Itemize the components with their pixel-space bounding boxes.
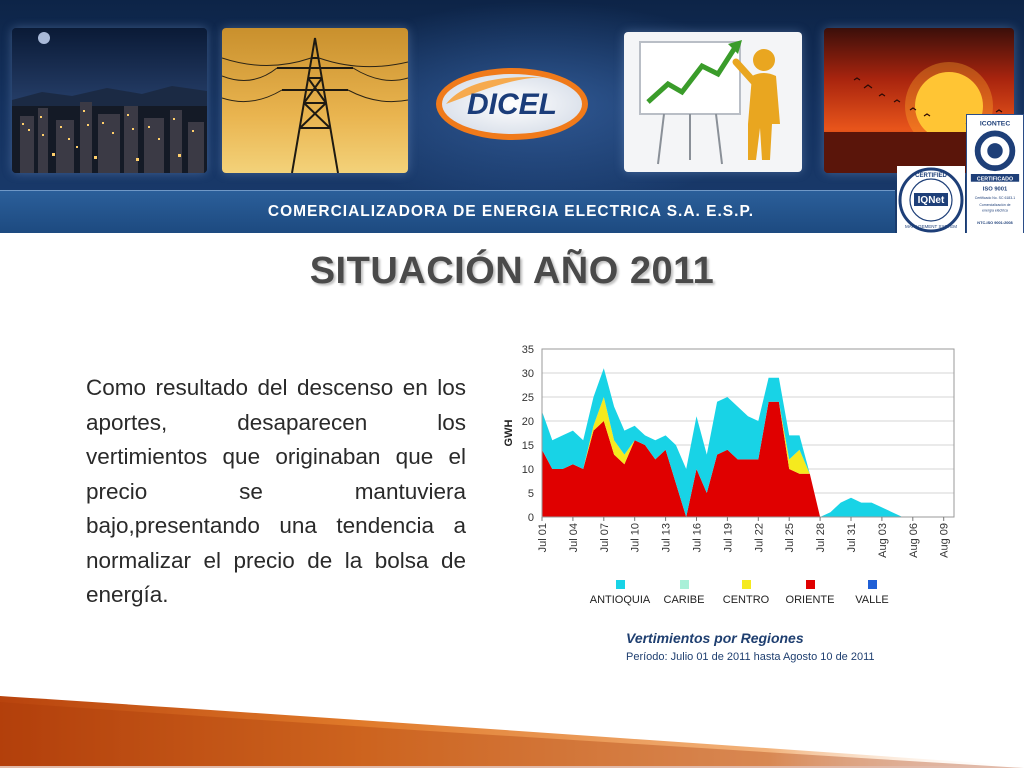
legend-label-antioquia: ANTIOQUIA [590, 594, 651, 606]
x-tick-label: Jul 13 [661, 523, 673, 552]
legend-label-centro: CENTRO [723, 594, 770, 606]
footer-swoosh [0, 680, 1024, 768]
series-area-antioquia [542, 368, 954, 517]
svg-text:ISO 9001: ISO 9001 [983, 186, 1008, 192]
presenter-chart-photo [624, 32, 802, 172]
legend-swatch-centro [742, 580, 751, 589]
legend-swatch-antioquia [616, 580, 625, 589]
company-tagline: COMERCIALIZADORA DE ENERGIA ELECTRICA S.… [0, 203, 1024, 221]
series-area-centro [542, 397, 954, 517]
x-tick-label: Jul 22 [753, 523, 765, 552]
chart-caption-subtitle: Período: Julio 01 de 2011 hasta Agosto 1… [626, 651, 875, 663]
page-title: SITUACIÓN AÑO 2011 [309, 250, 715, 292]
x-tick-label: Jul 28 [815, 523, 827, 552]
y-tick-label: 15 [522, 440, 534, 452]
y-tick-label: 10 [522, 464, 534, 476]
legend-swatch-oriente [806, 580, 815, 589]
y-tick-label: 0 [528, 512, 534, 524]
legend-label-caribe: CARIBE [664, 594, 705, 606]
x-tick-label: Aug 06 [908, 523, 920, 558]
series-area-oriente [542, 401, 954, 517]
svg-text:MANAGEMENT SYSTEM: MANAGEMENT SYSTEM [905, 224, 957, 229]
iqnet-certification-seal: CERTIFIED IQNet MANAGEMENT SYSTEM [897, 166, 965, 233]
x-tick-label: Jul 10 [630, 523, 642, 552]
y-tick-label: 5 [528, 488, 534, 500]
legend-label-oriente: ORIENTE [786, 594, 835, 606]
transmission-tower-photo [222, 28, 408, 173]
vertimientos-chart: 0 5 10 15 20 25 30 35 Jul 01 Jul 04 Jul 07 Jul 10 Ju… [498, 336, 968, 614]
plot-border [541, 348, 955, 518]
chart-caption-title: Vertimientos por Regiones [626, 630, 804, 646]
x-tick-label: Aug 09 [939, 523, 951, 558]
svg-text:energía eléctrica: energía eléctrica [982, 209, 1008, 213]
svg-text:CERTIFIED: CERTIFIED [915, 173, 947, 179]
body-paragraph: Como resultado del descenso en los aport… [86, 375, 466, 607]
y-tick-label: 25 [522, 392, 534, 404]
x-tick-label: Jul 01 [537, 523, 549, 552]
header-banner: DICEL [0, 0, 1024, 233]
x-tick-label: Jul 16 [692, 523, 704, 552]
dicel-logo: DICEL [432, 64, 592, 144]
tagline-bar [0, 190, 895, 233]
y-tick-label: 35 [522, 344, 534, 356]
chart-svg: 0 5 10 15 20 25 30 35 Jul 01 Jul 04 Jul 07 Jul 10 Ju… [503, 344, 955, 606]
legend-swatch-caribe [680, 580, 689, 589]
x-tick-label: Jul 19 [722, 523, 734, 552]
x-tick-label: Jul 31 [846, 523, 858, 552]
x-tick-label: Jul 07 [599, 523, 611, 552]
icontec-certification-seal: ICONTEC CERTIFICADO ISO 9001 Certificado… [966, 114, 1024, 233]
x-tick-label: Jul 25 [784, 523, 796, 552]
svg-text:Comercialización de: Comercialización de [979, 203, 1010, 207]
y-tick-label: 20 [522, 416, 534, 428]
svg-text:Certificado No. SC 6183-1: Certificado No. SC 6183-1 [975, 196, 1016, 200]
svg-text:CERTIFICADO: CERTIFICADO [977, 176, 1013, 182]
x-tick-label: Jul 04 [568, 523, 580, 552]
tagline-text: COMERCIALIZADORA DE ENERGIA ELECTRICA S.… [267, 203, 755, 220]
legend-label-valle: VALLE [855, 594, 888, 606]
city-night-photo [12, 28, 207, 173]
legend-swatch-valle [868, 580, 877, 589]
svg-text:IQNet: IQNet [918, 195, 945, 206]
logo-text: DICEL [467, 88, 557, 121]
y-tick-label: 30 [522, 368, 534, 380]
x-tick-label: Aug 03 [877, 523, 889, 558]
svg-text:ICONTEC: ICONTEC [980, 121, 1011, 128]
svg-text:NTC-ISO 9001:2008: NTC-ISO 9001:2008 [977, 221, 1013, 225]
y-axis-label: GWH [503, 420, 515, 447]
